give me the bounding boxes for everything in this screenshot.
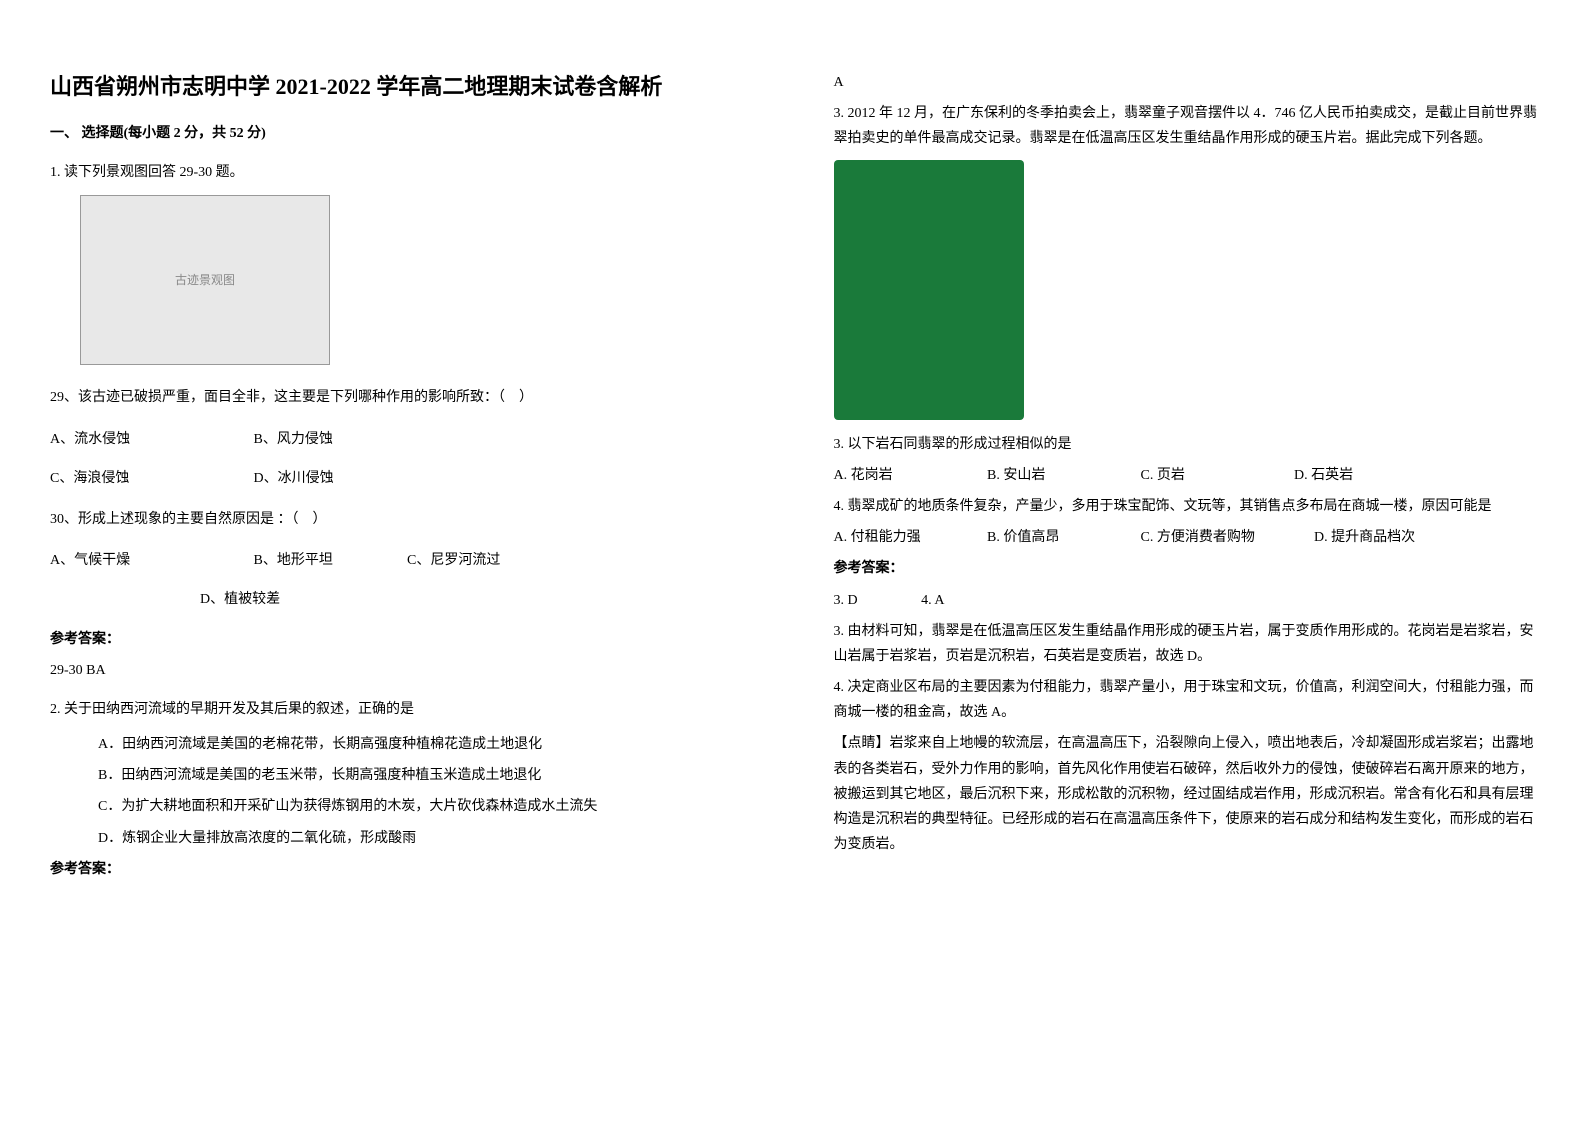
- q2-opt-b: B．田纳西河流域是美国的老玉米带，长期高强度种植玉米造成土地退化: [98, 763, 754, 788]
- q3-4-opt-d: D. 提升商品档次: [1314, 525, 1415, 550]
- q3-answers: 3. D 4. A: [834, 588, 1538, 613]
- q3-ans4: 4. A: [921, 588, 944, 613]
- section-header: 一、 选择题(每小题 2 分，共 52 分): [50, 121, 754, 146]
- q1-30-opt-c: C、尼罗河流过: [407, 548, 500, 573]
- q3-4-opt-b: B. 价值高昂: [987, 525, 1137, 550]
- q3-sub3: 3. 以下岩石同翡翠的形成过程相似的是: [834, 432, 1538, 457]
- q1-image: 古迹景观图: [80, 195, 330, 365]
- q3-4-opt-a: A. 付租能力强: [834, 525, 984, 550]
- q3-answer-label: 参考答案：: [834, 556, 1538, 581]
- q1-sub29: 29、该古迹已破损严重，面目全非，这主要是下列哪种作用的影响所致：（ ）: [50, 385, 754, 410]
- q1-29-opt-d: D、冰川侵蚀: [254, 466, 454, 491]
- q2-answer-label: 参考答案：: [50, 857, 754, 882]
- q2-opt-a: A．田纳西河流域是美国的老棉花带，长期高强度种植棉花造成土地退化: [98, 732, 754, 757]
- q1-sub30: 30、形成上述现象的主要自然原因是 ：（ ）: [50, 507, 754, 532]
- question-3: 3. 2012 年 12 月，在广东保利的冬季拍卖会上，翡翠童子观音摆件以 4．…: [834, 101, 1538, 857]
- q2-stem: 2. 关于田纳西河流域的早期开发及其后果的叙述，正确的是: [50, 697, 754, 722]
- q1-29-opt-b: B、风力侵蚀: [254, 427, 454, 452]
- jade-image: [834, 160, 1024, 420]
- q3-3-opt-b: B. 安山岩: [987, 463, 1137, 488]
- q1-29-opt-c: C、海浪侵蚀: [50, 466, 250, 491]
- q2-opt-c: C．为扩大耕地面积和开采矿山为获得炼钢用的木炭，大片砍伐森林造成水土流失: [98, 794, 754, 819]
- q2-answer: A: [834, 70, 1538, 95]
- q1-30-opt-d: D、植被较差: [200, 587, 280, 612]
- question-2: 2. 关于田纳西河流域的早期开发及其后果的叙述，正确的是 A．田纳西河流域是美国…: [50, 697, 754, 882]
- q3-tip: 【点睛】岩浆来自上地幔的软流层，在高温高压下，沿裂隙向上侵入，喷出地表后，冷却凝…: [834, 731, 1538, 857]
- q3-4-opt-c: C. 方便消费者购物: [1141, 525, 1311, 550]
- q2-opt-d: D．炼钢企业大量排放高浓度的二氧化硫，形成酸雨: [98, 826, 754, 851]
- q1-30-opt-b: B、地形平坦: [254, 548, 404, 573]
- q1-answer-label: 参考答案：: [50, 627, 754, 652]
- q1-30-opt-a: A、气候干燥: [50, 548, 250, 573]
- q3-3-opt-d: D. 石英岩: [1294, 463, 1353, 488]
- q3-expl4: 4. 决定商业区布局的主要因素为付租能力，翡翠产量小，用于珠宝和文玩，价值高，利…: [834, 675, 1538, 725]
- q1-answer: 29-30 BA: [50, 658, 754, 683]
- q3-ans3: 3. D: [834, 588, 858, 613]
- q1-stem: 1. 读下列景观图回答 29-30 题。: [50, 160, 754, 185]
- q3-expl3: 3. 由材料可知，翡翠是在低温高压区发生重结晶作用形成的硬玉片岩，属于变质作用形…: [834, 619, 1538, 669]
- doc-title: 山西省朔州市志明中学 2021-2022 学年高二地理期末试卷含解析: [50, 70, 754, 103]
- q3-intro: 3. 2012 年 12 月，在广东保利的冬季拍卖会上，翡翠童子观音摆件以 4．…: [834, 101, 1538, 151]
- question-1: 1. 读下列景观图回答 29-30 题。 古迹景观图 29、该古迹已破损严重，面…: [50, 160, 754, 683]
- q3-3-opt-a: A. 花岗岩: [834, 463, 984, 488]
- q3-sub4: 4. 翡翠成矿的地质条件复杂，产量少，多用于珠宝配饰、文玩等，其销售点多布局在商…: [834, 494, 1538, 519]
- q3-3-opt-c: C. 页岩: [1141, 463, 1291, 488]
- q1-29-opt-a: A、流水侵蚀: [50, 427, 250, 452]
